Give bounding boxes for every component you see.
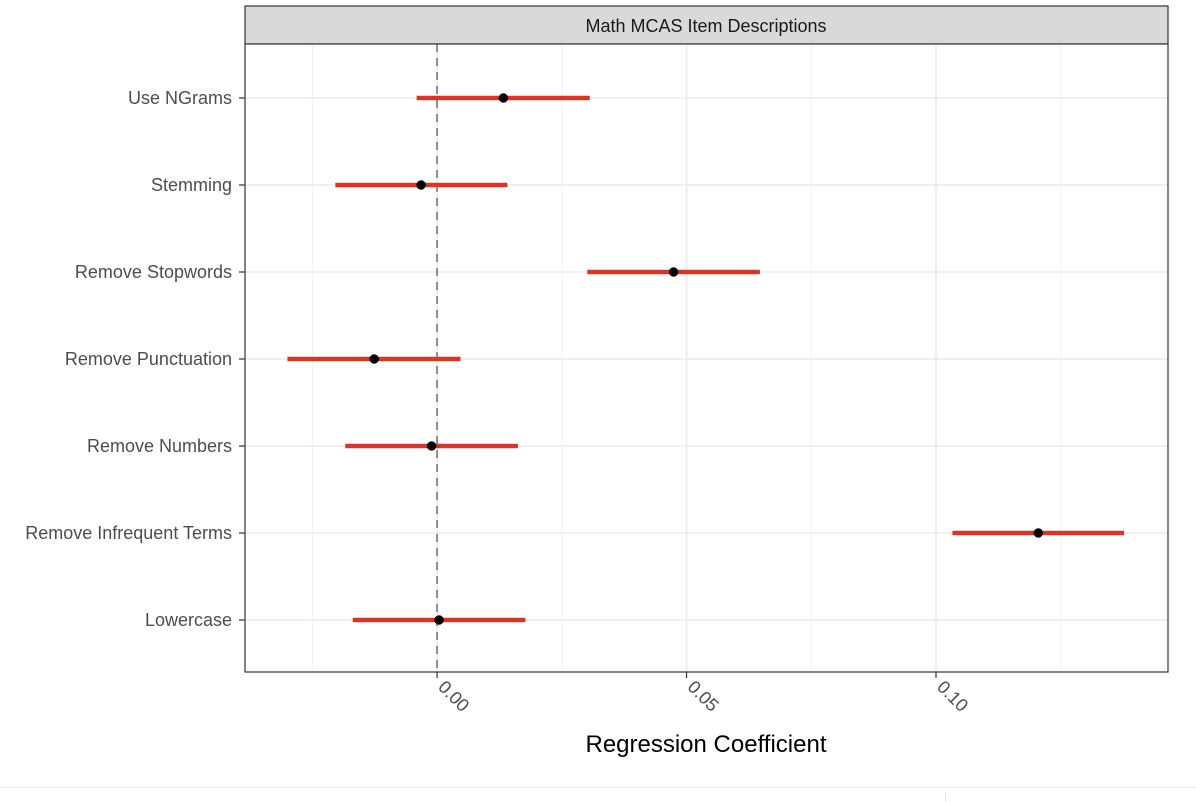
bottom-divider — [0, 787, 1196, 788]
y-tick-label-1: Stemming — [151, 175, 232, 195]
point-estimate-6 — [434, 615, 444, 625]
point-estimate-5 — [1033, 528, 1044, 538]
bottom-divider-tick — [945, 792, 946, 802]
y-axis: Use NGrams Stemming Remove Stopwords Remove… — [25, 88, 245, 630]
y-tick-label-5: Remove Infrequent Terms — [25, 523, 232, 543]
x-tick-label-1: 0.05 — [684, 677, 723, 716]
x-axis-title: Regression Coefficient — [585, 731, 826, 758]
x-tick-label-2: 0.10 — [933, 677, 972, 716]
y-tick-label-0: Use NGrams — [128, 88, 232, 108]
point-estimate-1 — [416, 180, 426, 190]
point-estimate-2 — [668, 267, 679, 277]
data-marks — [287, 93, 1125, 625]
point-estimate-0 — [498, 93, 509, 103]
x-tick-label-0: 0.00 — [434, 677, 473, 716]
panel-border — [244, 43, 1169, 673]
y-tick-label-6: Lowercase — [145, 610, 232, 630]
strip-background — [244, 5, 1169, 45]
point-estimate-4 — [426, 441, 437, 451]
y-tick-label-4: Remove Numbers — [87, 436, 232, 456]
strip-title: Math MCAS Item Descriptions — [585, 16, 826, 36]
x-axis: 0.00 0.05 0.10 — [434, 672, 972, 716]
y-tick-label-2: Remove Stopwords — [75, 262, 232, 282]
y-tick-label-3: Remove Punctuation — [65, 349, 232, 369]
point-estimate-3 — [369, 354, 379, 364]
